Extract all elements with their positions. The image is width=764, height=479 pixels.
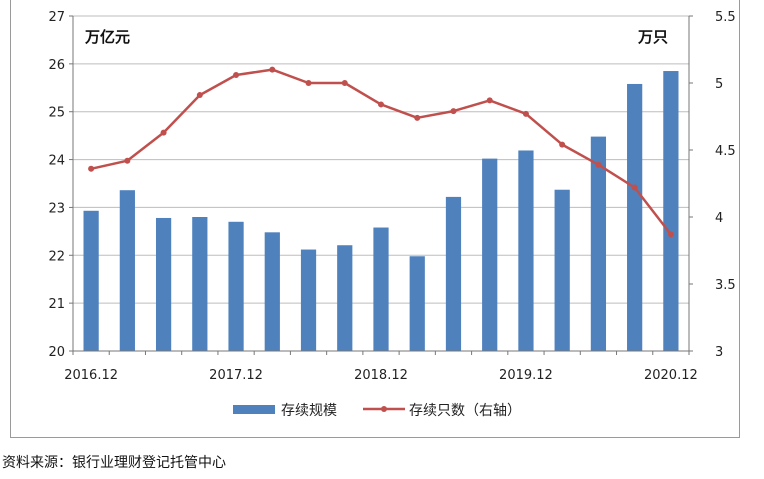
- legend: 存续规模 存续只数（右轴）: [233, 402, 521, 419]
- bar: [119, 190, 135, 351]
- x-axis-tick-label: 2019.12: [499, 368, 553, 383]
- bar: [590, 136, 607, 351]
- bar: [627, 83, 643, 351]
- legend-line-marker: [381, 406, 387, 412]
- line-path: [90, 68, 672, 236]
- right-axis-tick-label: 4.5: [715, 144, 736, 159]
- bar: [337, 245, 353, 351]
- line-point: [305, 80, 312, 86]
- bar: [300, 249, 317, 351]
- line-point: [559, 141, 566, 148]
- bar: [554, 189, 570, 351]
- left-axis-tick-label: 26: [48, 58, 65, 73]
- bar: [518, 150, 534, 351]
- tick-labels: 20 21 22 23 24 25 26 27 3 3.5 4 4.5 5 5.5 2016.12 2017.…: [48, 10, 735, 383]
- bar: [192, 217, 208, 351]
- x-axis-tick-label: 2016.12: [64, 368, 118, 383]
- line-point: [160, 129, 167, 136]
- line-point: [631, 184, 638, 191]
- left-axis-tick-label: 21: [48, 297, 65, 312]
- line-point: [595, 161, 602, 168]
- bar: [155, 217, 172, 351]
- line-series: [88, 66, 674, 238]
- left-axis-tick-label: 20: [48, 345, 65, 360]
- line-point: [522, 110, 529, 117]
- line-point: [414, 114, 421, 121]
- legend-bar-label: 存续规模: [281, 402, 337, 419]
- source-note: 资料来源：银行业理财登记托管中心: [2, 455, 226, 471]
- line-point: [341, 80, 348, 86]
- line-point: [124, 157, 131, 164]
- chart-frame: 20 21 22 23 24 25 26 27 3 3.5 4 4.5 5 5.5 2016.12 2017.…: [10, 0, 740, 438]
- line-point: [378, 101, 384, 108]
- bar: [409, 256, 425, 351]
- left-axis-tick-label: 23: [48, 201, 65, 216]
- chart-svg: 20 21 22 23 24 25 26 27 3 3.5 4 4.5 5 5.5 2016.12 2017.…: [48, 10, 735, 419]
- bar: [83, 210, 99, 351]
- line-point: [486, 97, 493, 104]
- line-point: [667, 231, 674, 238]
- bar: [264, 232, 280, 351]
- x-axis-tick-label: 2018.12: [354, 368, 408, 383]
- right-axis-unit: 万只: [637, 28, 668, 46]
- left-axis-tick-label: 25: [48, 106, 65, 121]
- right-axis-tick-label: 3.5: [715, 278, 736, 293]
- x-axis-tick-label: 2020.12: [644, 368, 698, 383]
- x-axis-tick-label: 2017.12: [209, 368, 263, 383]
- left-axis-tick-label: 27: [48, 10, 65, 25]
- right-axis-tick-label: 3: [715, 345, 723, 360]
- legend-bar-swatch: [233, 405, 275, 414]
- line-point: [233, 71, 240, 78]
- bar: [228, 221, 244, 351]
- line-point: [450, 108, 457, 115]
- axes: [69, 15, 693, 355]
- right-axis-tick-label: 4: [715, 211, 723, 226]
- bar-series: [83, 71, 679, 352]
- right-axis-tick-label: 5: [715, 77, 723, 92]
- bar: [373, 227, 389, 351]
- left-axis-unit: 万亿元: [84, 28, 130, 46]
- right-axis-tick-label: 5.5: [715, 10, 736, 25]
- bar: [482, 158, 498, 351]
- bar: [663, 71, 679, 352]
- line-point: [88, 165, 95, 172]
- line-point: [269, 66, 276, 73]
- legend-line-label: 存续只数（右轴）: [409, 402, 521, 419]
- left-axis-tick-label: 22: [48, 249, 65, 264]
- bar: [445, 196, 462, 351]
- line-point: [196, 92, 203, 99]
- left-axis-tick-label: 24: [48, 154, 65, 169]
